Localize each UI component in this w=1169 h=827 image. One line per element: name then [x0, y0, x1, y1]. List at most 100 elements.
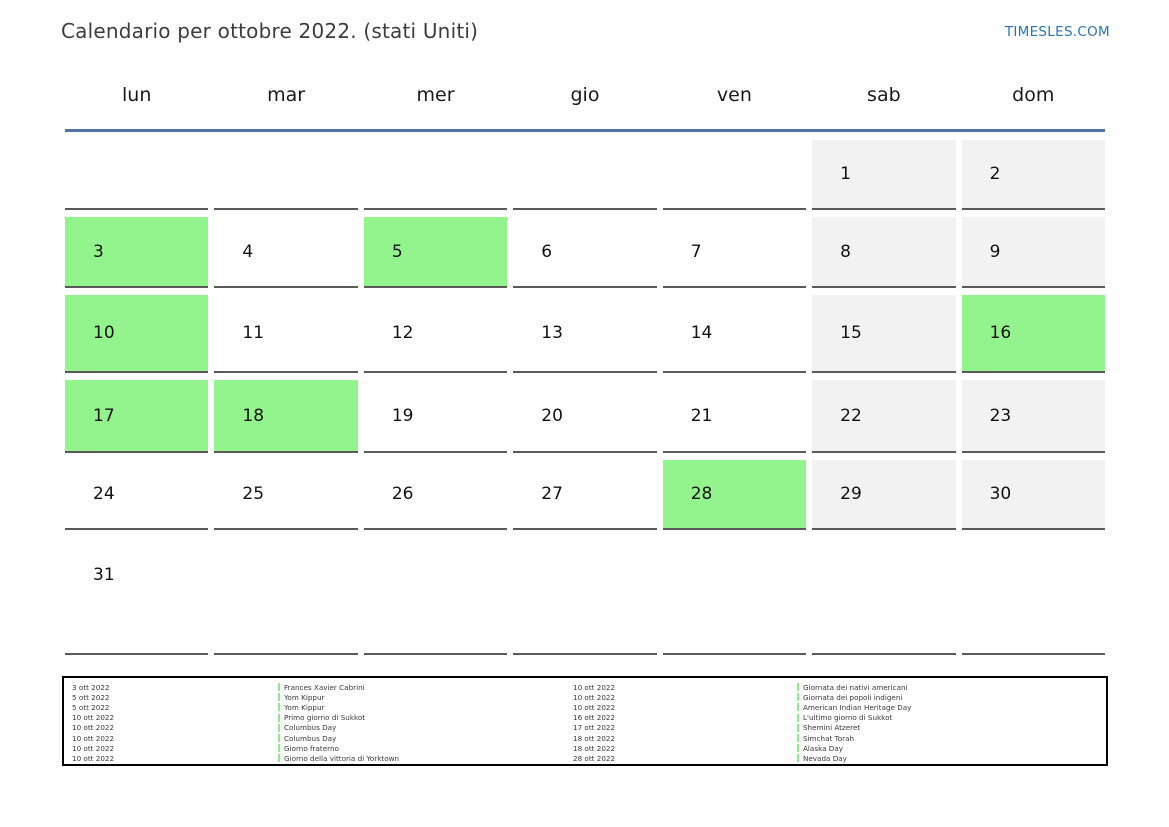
day-cell-31: 31 [65, 537, 209, 655]
legend-event: Alaska Day [797, 744, 1106, 753]
day-number: 19 [391, 405, 414, 426]
day-cell-12: 12 [363, 295, 508, 373]
event-marker-icon [278, 744, 280, 753]
day-cell-15: 15 [812, 295, 956, 373]
page-title: Calendario per ottobre 2022. (stati Unit… [61, 19, 479, 43]
event-marker-icon [797, 703, 799, 712]
event-marker-icon [278, 713, 280, 722]
legend-date: 5 ott 2022 [72, 692, 110, 702]
day-number: 3 [93, 241, 104, 262]
day-cell-20: 20 [513, 380, 657, 453]
legend-box: 3 ott 2022 5 ott 2022 5 ott 2022 10 ott 202… [62, 676, 1108, 766]
empty-day-cell [961, 537, 1105, 655]
legend-event: Giornata dei nativi americani [797, 683, 1106, 692]
day-number: 27 [541, 484, 563, 504]
event-marker-icon [278, 754, 280, 763]
day-number: 20 [541, 405, 563, 426]
event-marker-icon [797, 754, 799, 763]
day-cell-16: 16 [961, 295, 1105, 373]
legend-event: Shemini Atzeret [797, 723, 1106, 732]
empty-day-cell [214, 140, 358, 210]
legend-event-name: Frances Xavier Cabrini [284, 682, 365, 692]
day-cell-14: 14 [662, 295, 807, 373]
weekday-label-gio: gio [570, 84, 600, 106]
day-number: 30 [989, 484, 1012, 504]
legend-event: Columbus Day [278, 734, 573, 743]
day-cell-11: 11 [214, 295, 358, 373]
weekday-label-ven: ven [716, 84, 752, 106]
legend-event-name: Giornata dei popoli indigeni [803, 692, 903, 702]
legend-event: American Indian Heritage Day [797, 703, 1106, 712]
legend-date: 10 ott 2022 [72, 753, 115, 763]
day-cell-24: 24 [65, 460, 209, 530]
weekday-label-sab: sab [867, 84, 901, 106]
legend-event: Yom Kippur [278, 703, 573, 712]
empty-day-cell [662, 537, 807, 655]
day-cell-5: 5 [363, 217, 508, 288]
event-marker-icon [278, 683, 280, 692]
legend-event: Yom Kippur [278, 693, 573, 702]
legend-event-name: Columbus Day [284, 733, 337, 743]
legend-event: Nevada Day [797, 754, 1106, 763]
event-marker-icon [278, 723, 280, 732]
empty-day-cell [812, 537, 956, 655]
weekday-label-mer: mer [416, 84, 455, 106]
day-cell-18: 18 [214, 380, 358, 453]
legend-date: 3 ott 2022 [72, 682, 110, 692]
day-cell-8: 8 [812, 217, 956, 288]
brand-link[interactable]: TIMESLES.COM [1004, 24, 1110, 40]
event-marker-icon [797, 713, 799, 722]
day-cell-19: 19 [363, 380, 508, 453]
day-number: 12 [391, 323, 414, 343]
legend-event-name: Primo giorno di Sukkot [284, 713, 366, 723]
day-number: 21 [690, 405, 713, 426]
empty-day-cell [65, 140, 209, 210]
day-number: 6 [541, 241, 553, 262]
day-cell-28: 28 [662, 460, 807, 530]
legend-event: Frances Xavier Cabrini [278, 683, 573, 692]
legend-event-name: Shemini Atzeret [803, 723, 861, 733]
weekday-label-dom: dom [1012, 84, 1055, 106]
legend-date: 18 ott 2022 [573, 743, 616, 753]
day-cell-7: 7 [662, 217, 807, 288]
day-number: 23 [989, 405, 1012, 426]
day-number: 17 [93, 405, 115, 426]
day-number: 10 [93, 323, 115, 343]
day-number: 8 [840, 241, 851, 262]
weekday-label-mar: mar [267, 84, 306, 106]
day-cell-1: 1 [812, 140, 956, 210]
day-number: 26 [391, 484, 414, 504]
legend-date: 10 ott 2022 [72, 713, 115, 723]
legend-event: Columbus Day [278, 723, 573, 732]
day-cell-25: 25 [214, 460, 358, 530]
legend-event: Giorno della vittoria di Yorktown [278, 754, 573, 763]
legend-event-name: Giorno della vittoria di Yorktown [284, 753, 400, 763]
legend-date: 17 ott 2022 [573, 723, 616, 733]
event-marker-icon [797, 744, 799, 753]
legend-event: Giorno fraterno [278, 744, 573, 753]
empty-day-cell [363, 140, 508, 210]
day-cell-10: 10 [65, 295, 209, 373]
legend-event-name: Columbus Day [284, 723, 337, 733]
day-number: 5 [391, 241, 403, 262]
day-cell-3: 3 [65, 217, 209, 288]
day-cell-30: 30 [961, 460, 1105, 530]
event-marker-icon [797, 683, 799, 692]
day-number: 28 [690, 484, 713, 504]
day-number: 11 [242, 323, 265, 343]
legend-event-name: Nevada Day [803, 753, 847, 763]
day-cell-13: 13 [513, 295, 657, 373]
day-number: 2 [989, 164, 1001, 184]
legend-event-name: Simchat Torah [803, 733, 855, 743]
legend-date: 10 ott 2022 [72, 733, 115, 743]
calendar-grid: 1 2 3 4 5 6 7 8 9 10 11 12 13 14 15 16 17 18 19 20 21 22 23 24 2… [65, 140, 1105, 655]
day-number: 9 [989, 241, 1001, 262]
legend-date: 10 ott 2022 [573, 692, 616, 702]
legend-date: 5 ott 2022 [72, 702, 110, 712]
day-cell-22: 22 [812, 380, 956, 453]
legend-date: 10 ott 2022 [573, 682, 616, 692]
event-marker-icon [278, 693, 280, 702]
day-number: 31 [93, 565, 115, 585]
event-marker-icon [797, 734, 799, 743]
day-number: 15 [840, 323, 862, 343]
